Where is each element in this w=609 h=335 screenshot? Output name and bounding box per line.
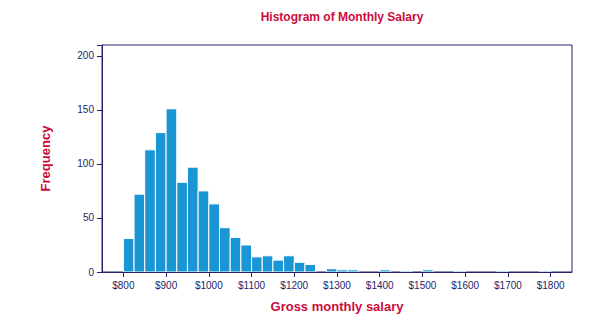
svg-text:$1500: $1500: [409, 280, 437, 291]
svg-text:150: 150: [77, 104, 94, 115]
svg-text:$1200: $1200: [280, 280, 308, 291]
svg-text:0: 0: [88, 267, 94, 278]
svg-text:Gross monthly salary: Gross monthly salary: [271, 299, 405, 314]
svg-text:100: 100: [77, 158, 94, 169]
svg-text:50: 50: [83, 212, 95, 223]
svg-text:$1000: $1000: [195, 280, 223, 291]
svg-text:$800: $800: [112, 280, 135, 291]
svg-text:$1700: $1700: [494, 280, 522, 291]
svg-text:$900: $900: [155, 280, 178, 291]
svg-text:$1600: $1600: [451, 280, 479, 291]
svg-text:$1300: $1300: [323, 280, 351, 291]
svg-text:Frequency: Frequency: [38, 125, 53, 192]
svg-text:Histogram of Monthly Salary: Histogram of Monthly Salary: [261, 10, 424, 24]
svg-text:$1100: $1100: [238, 280, 266, 291]
svg-text:$1800: $1800: [537, 280, 565, 291]
svg-text:200: 200: [77, 50, 94, 61]
svg-text:$1400: $1400: [366, 280, 394, 291]
